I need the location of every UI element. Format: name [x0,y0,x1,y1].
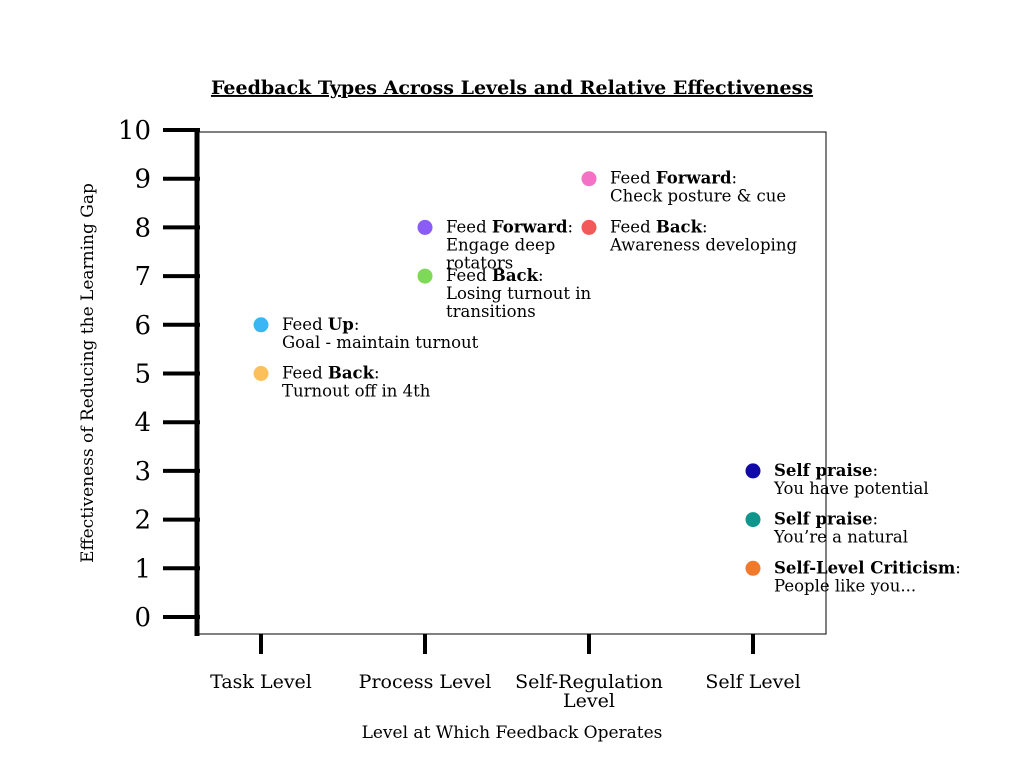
data-point [581,171,597,187]
data-point [417,268,433,284]
x-tick-label: Self-Regulation Level [515,671,663,712]
x-tick-label: Task Level [210,671,312,693]
y-axis-label: Effectiveness of Reducing the Learning G… [78,183,98,563]
y-tick-label: 6 [134,311,151,341]
point-label-desc: transitions [446,302,536,321]
y-tick-label: 7 [134,262,151,292]
point-label-title: Feed Back: [446,266,544,285]
data-point [745,512,761,528]
data-point [417,219,433,235]
data-point [253,317,269,333]
point-label-desc: Check posture & cue [610,187,786,206]
y-tick-label: 5 [134,360,151,390]
point-label-desc: You’re a natural [773,528,908,547]
x-tick-label: Process Level [359,671,492,693]
point-label-title: Feed Back: [610,217,708,236]
x-ticks: Task Level Process Level Self-Regulation Le… [210,634,801,712]
point-label-desc: You have potential [773,479,929,498]
y-tick-label: 4 [134,408,151,438]
y-tick-label: 10 [118,116,151,146]
y-ticks: 0 1 2 3 4 5 6 7 8 9 10 [118,116,200,633]
data-points: Feed Up:Goal - maintain turnout Feed Back… [253,169,961,595]
point-label-title: Self praise: [774,510,878,529]
point-label-title: Self-Level Criticism: [774,558,961,577]
data-point [253,366,269,381]
y-tick-label: 3 [134,457,151,487]
y-tick-label: 8 [134,213,151,243]
y-tick-label: 2 [134,506,151,536]
point-label-title: Feed Forward: [610,169,737,188]
point-label-desc: People like you... [774,576,916,595]
point-label-title: Self praise: [774,461,878,480]
point-label-desc: Awareness developing [609,235,797,254]
data-point [745,560,761,576]
x-axis-label: Level at Which Feedback Operates [362,723,663,743]
data-point [745,463,761,479]
data-point [581,219,597,235]
point-label-title: Feed Forward: [446,217,573,236]
y-tick-label: 9 [134,165,151,195]
point-label-desc: rotators [446,253,513,272]
x-tick-label: Self Level [705,671,800,693]
point-label-desc: Engage deep [446,235,555,254]
point-label-desc: Turnout off in 4th [282,382,431,401]
point-label-desc: Losing turnout in [446,284,592,303]
point-label-desc: Goal - maintain turnout [282,333,479,352]
y-tick-label: 1 [134,554,151,584]
point-label-title: Feed Up: [282,315,359,334]
chart-title: Feedback Types Across Levels and Relativ… [211,77,813,99]
y-tick-label: 0 [134,603,151,633]
point-label-title: Feed Back: [282,364,380,383]
